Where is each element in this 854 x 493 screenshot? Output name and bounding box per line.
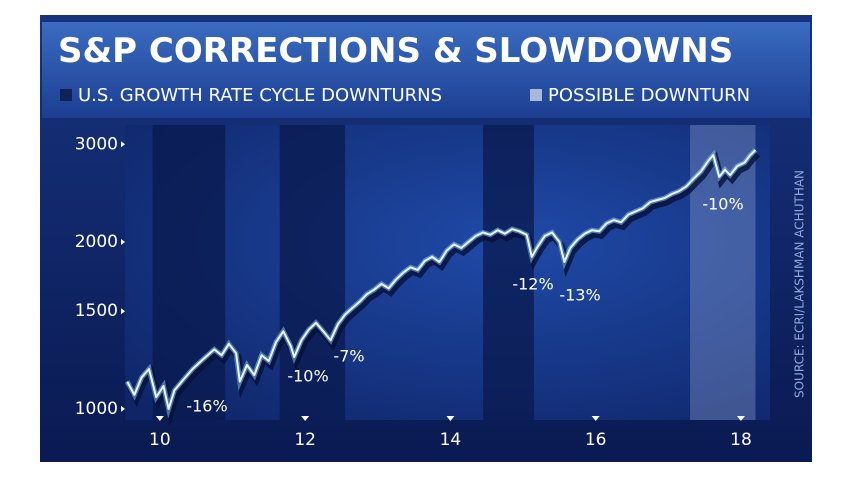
- y-tick-mark: [121, 238, 125, 245]
- series-line: [126, 149, 757, 410]
- x-tick-mark: [591, 416, 600, 421]
- plot-area: [125, 125, 770, 420]
- x-tick-mark: [301, 416, 310, 421]
- x-tick-label: 10: [149, 430, 171, 450]
- chart-title: S&P CORRECTIONS & SLOWDOWNS: [58, 31, 733, 71]
- legend-swatch: [60, 89, 72, 101]
- y-tick-label: 1000: [75, 399, 118, 419]
- x-tick-mark: [736, 416, 745, 421]
- legend-label: U.S. GROWTH RATE CYCLE DOWNTURNS: [78, 85, 442, 106]
- y-tick-mark: [121, 308, 125, 315]
- y-tick-label: 1500: [75, 301, 118, 321]
- title-banner: [42, 22, 810, 118]
- x-tick-mark: [155, 416, 164, 421]
- legend-label: POSSIBLE DOWNTURN: [548, 85, 750, 106]
- y-tick-label: 3000: [75, 134, 118, 154]
- annotation: -13%: [559, 286, 600, 305]
- downturn-band: [483, 125, 534, 420]
- annotation: -7%: [333, 347, 364, 366]
- y-tick-mark: [121, 141, 125, 148]
- x-tick-label: 12: [294, 430, 316, 450]
- y-tick-mark: [121, 405, 125, 412]
- x-tick-mark: [446, 416, 455, 421]
- legend-swatch: [530, 89, 542, 101]
- y-tick-label: 2000: [75, 232, 118, 252]
- x-tick-label: 16: [585, 430, 607, 450]
- annotation: -10%: [287, 367, 328, 386]
- annotation: -16%: [186, 397, 227, 416]
- annotation: -10%: [702, 195, 743, 214]
- x-tick-label: 18: [730, 430, 752, 450]
- annotation: -12%: [512, 275, 553, 294]
- downturn-band: [279, 125, 346, 420]
- x-tick-label: 14: [440, 430, 462, 450]
- source: SOURCE: ECRI/LAKSHMAN ACHUTHAN: [793, 170, 807, 398]
